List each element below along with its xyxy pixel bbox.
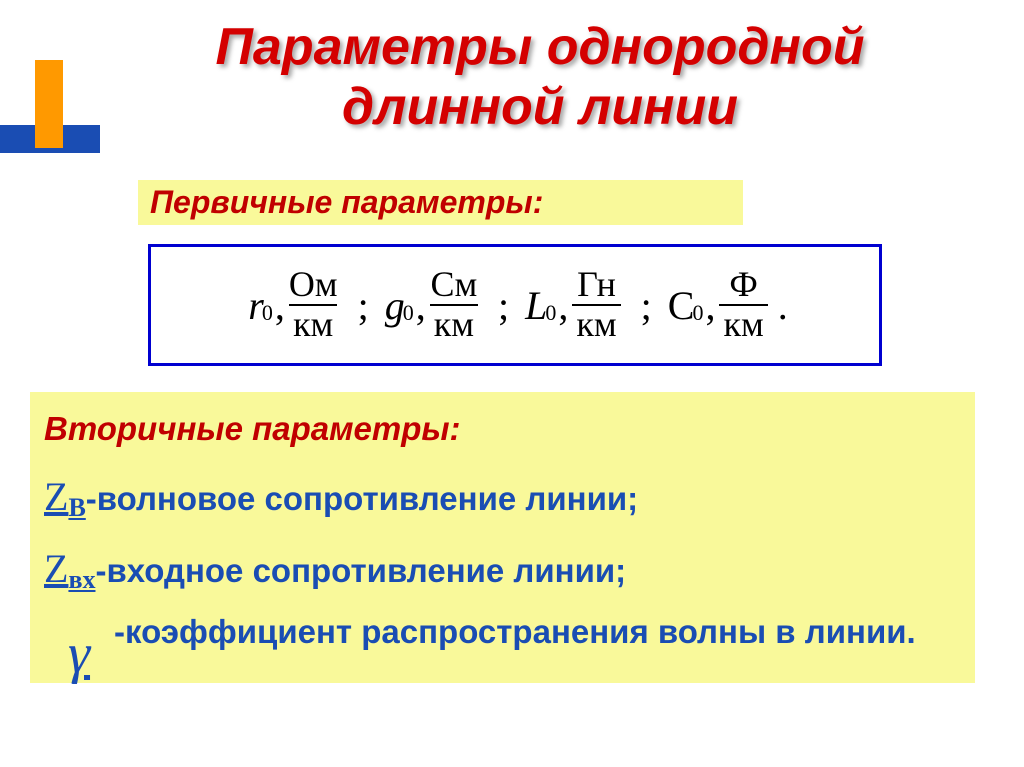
primary-params-label: Первичные параметры: xyxy=(138,180,743,225)
unit-henry-km: Гн км xyxy=(572,266,620,344)
secondary-params-box: Вторичные параметры: ZВ-волновое сопроти… xyxy=(30,392,975,683)
param-C: С0, Ф км xyxy=(668,266,772,344)
separator: ; xyxy=(498,282,509,329)
gamma-symbol: γ xyxy=(44,632,114,677)
period: . xyxy=(778,282,788,329)
slide: Параметры однородной длинной линии Перви… xyxy=(0,0,1024,767)
input-impedance-line: Zвх-входное сопротивление линии; xyxy=(44,536,961,602)
primary-formula-box: r0, Ом км ; g 0, См км ; L0, Гн км ; С0, xyxy=(148,244,882,366)
param-r: r0, Ом км xyxy=(248,266,341,344)
wave-impedance-line: ZВ-волновое сопротивление линии; xyxy=(44,464,961,530)
unit-siemens-km: См км xyxy=(430,266,478,344)
unit-farad-km: Ф км xyxy=(719,266,767,344)
separator: ; xyxy=(358,282,369,329)
propagation-coeff-line: γ -коэффициент распространения волны в л… xyxy=(44,608,961,677)
secondary-header: Вторичные параметры: xyxy=(44,402,961,456)
accent-bar-orange xyxy=(35,60,63,148)
unit-ohm-km: Ом км xyxy=(289,266,338,344)
separator: ; xyxy=(641,282,652,329)
param-g: g 0, См км xyxy=(385,266,482,344)
param-L: L0, Гн км xyxy=(525,266,625,344)
slide-title: Параметры однородной длинной линии xyxy=(100,18,980,138)
